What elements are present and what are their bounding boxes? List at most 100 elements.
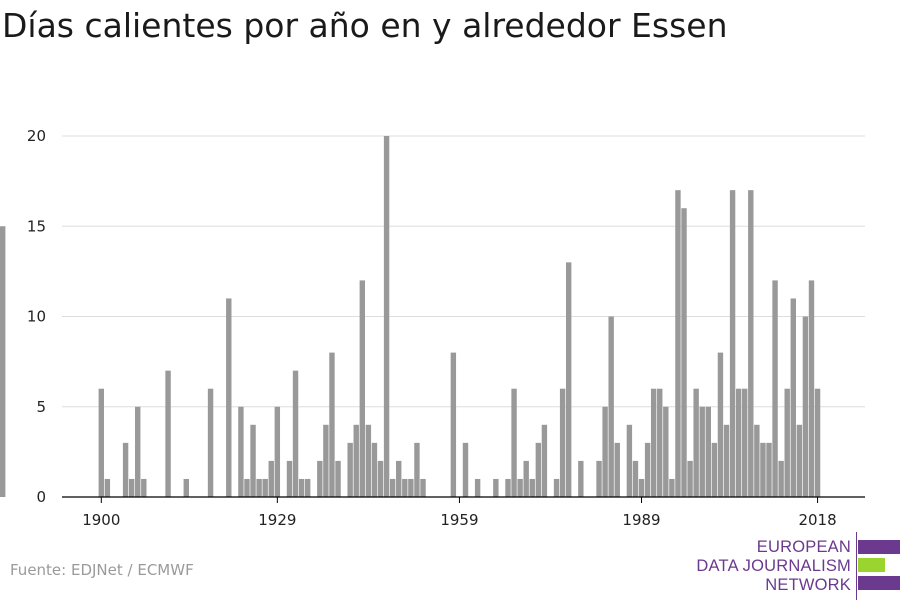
logo-bar-bottom: [858, 576, 900, 590]
bar-1926: [256, 478, 262, 497]
x-tick-label-1959: 1959: [440, 511, 478, 529]
bar-2003: [723, 424, 730, 497]
bar-1990: [644, 442, 651, 497]
bar-1944: [365, 424, 372, 497]
bar-1975: [553, 478, 560, 497]
bar-1958: [450, 352, 457, 497]
bar-1927: [262, 478, 268, 497]
bar-1939: [335, 460, 341, 497]
bar-1976: [559, 388, 566, 497]
bar-2004: [729, 190, 736, 497]
bar-1901: [104, 478, 111, 497]
bar-2000: [705, 406, 711, 497]
bar-1906: [135, 406, 141, 497]
bar-1932: [292, 370, 299, 497]
source-note: Fuente: EDJNet / ECMWF: [10, 561, 194, 579]
bar-1989: [638, 478, 645, 497]
x-tick-label-1900: 1900: [82, 511, 120, 529]
bar-1947: [383, 136, 390, 497]
bar-1929: [274, 406, 281, 497]
bar-1982: [596, 460, 602, 497]
bar-2009: [760, 442, 766, 497]
bar-1952: [414, 442, 420, 497]
x-axis-ticks: 1900 1929 1959 1989 2018: [82, 497, 837, 529]
bar-2001: [711, 442, 718, 497]
edjnet-logo: EUROPEAN DATA JOURNALISM NETWORK: [696, 532, 900, 600]
bar-1995: [675, 190, 681, 497]
x-tick-label-2018: 2018: [798, 511, 836, 529]
bar-1977: [565, 262, 572, 497]
bars: [0, 136, 821, 497]
bar-1998: [693, 388, 699, 497]
bar-1914: [183, 478, 189, 497]
bar-2010: [766, 442, 772, 497]
x-tick-label-1929: 1929: [258, 511, 296, 529]
bar-1911: [165, 370, 171, 497]
bar-1942: [353, 424, 359, 497]
bar-2015: [796, 424, 803, 497]
logo-bar-middle: [858, 558, 885, 572]
bar-1970: [523, 460, 529, 497]
bar-1996: [681, 208, 687, 497]
bar-1918: [207, 388, 214, 497]
bar-2002: [717, 352, 724, 497]
bar-2018: [814, 388, 821, 497]
bar-1900: [98, 388, 104, 497]
y-axis-labels: 0 5 10 15 20: [27, 127, 46, 506]
y-tick-label-10: 10: [27, 308, 46, 326]
bar-1937: [323, 424, 329, 497]
bar-1941: [347, 442, 353, 497]
chart-title: Días calientes por año en y alrededor Es…: [2, 6, 728, 45]
bar-1904: [122, 442, 129, 497]
logo-divider: [856, 532, 857, 600]
gridlines: [62, 135, 865, 408]
bar-1907: [141, 478, 147, 497]
bar-1949: [396, 460, 402, 497]
bar-1933: [298, 478, 305, 497]
bar-1950: [402, 478, 408, 497]
bar-1972: [535, 442, 542, 497]
bar-1960: [462, 442, 469, 497]
bar-1968: [511, 388, 517, 497]
bar-1988: [632, 460, 639, 497]
bar-1962: [474, 478, 481, 497]
bar-1951: [408, 478, 414, 497]
bar-1905: [128, 478, 135, 497]
bar-2012: [778, 460, 784, 497]
bar-1992: [657, 388, 663, 497]
y-tick-label-0: 0: [36, 488, 46, 506]
bar-1936: [317, 460, 323, 497]
bar-1984: [608, 316, 614, 497]
bar-1953: [420, 478, 426, 497]
y-tick-label-20: 20: [27, 127, 46, 145]
bar-1979: [578, 460, 584, 497]
bar-1925: [250, 424, 256, 497]
bar-1987: [626, 424, 633, 497]
bar-1923: [238, 406, 244, 497]
bar-1938: [329, 352, 335, 497]
bar-1999: [699, 406, 705, 497]
bar-chart: 0 5 10 15 20 1900 1929 1959 1989 2018: [0, 127, 865, 529]
bar-undefined: [0, 226, 6, 497]
y-tick-label-5: 5: [36, 398, 46, 416]
logo-line-network: NETWORK: [765, 576, 851, 594]
bar-1971: [529, 478, 535, 497]
bar-1948: [389, 478, 396, 497]
bar-1997: [687, 460, 693, 497]
bar-2006: [742, 388, 748, 497]
y-tick-label-15: 15: [27, 217, 46, 235]
bar-1969: [517, 478, 523, 497]
bar-2007: [748, 190, 754, 497]
logo-line-european: EUROPEAN: [756, 538, 851, 556]
bar-1931: [286, 460, 293, 497]
bar-2013: [784, 388, 790, 497]
bar-1921: [226, 298, 232, 497]
bar-1967: [505, 478, 511, 497]
bar-2017: [808, 280, 815, 497]
logo-bar-top: [858, 540, 900, 554]
bar-1983: [602, 406, 608, 497]
bar-1934: [304, 478, 311, 497]
bar-1924: [244, 478, 250, 497]
bar-2005: [735, 388, 742, 497]
bar-2011: [772, 280, 778, 497]
